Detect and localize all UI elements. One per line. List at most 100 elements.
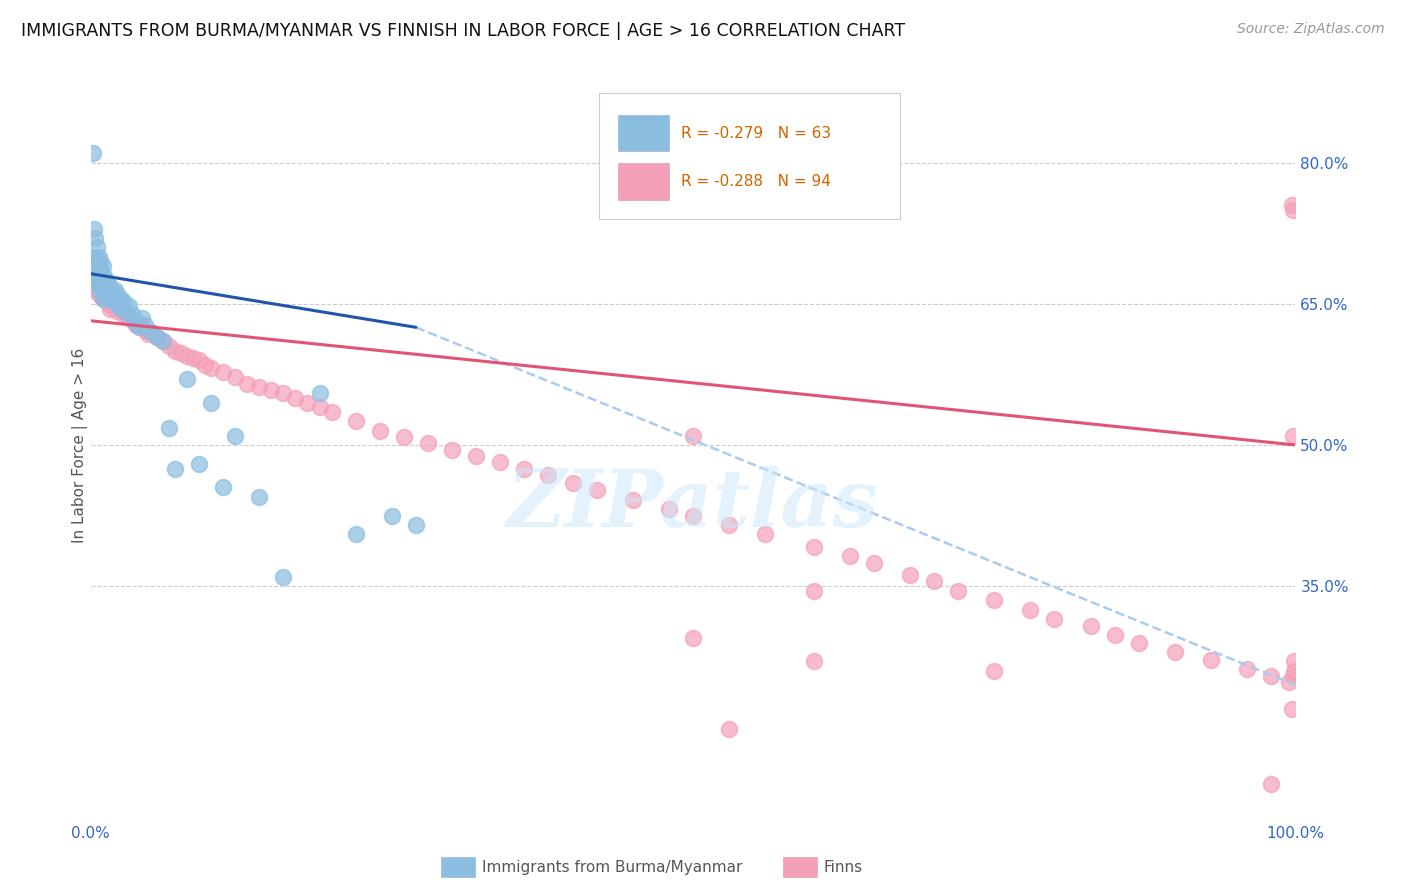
Text: Source: ZipAtlas.com: Source: ZipAtlas.com [1237,22,1385,37]
Point [134,318,156,332]
Point [838,549,860,563]
Point [1128,635,1150,649]
Point [86,268,108,283]
Point [188,353,211,368]
Text: R = -0.288   N = 94: R = -0.288 N = 94 [681,174,831,189]
Point [104,283,127,297]
Point [83,268,105,283]
Point [111,301,134,316]
Point [718,723,741,737]
Point [273,386,295,401]
Text: ZIPatlas: ZIPatlas [508,467,879,544]
Point [803,583,825,598]
Point [163,461,186,475]
Point [392,430,415,444]
Point [157,339,180,353]
Point [91,259,114,273]
Point [212,480,235,494]
Point [152,334,174,349]
Point [94,287,117,301]
Point [91,292,114,306]
Point [465,450,488,464]
Point [98,280,121,294]
Point [128,320,150,334]
Point [90,264,112,278]
Point [200,360,222,375]
Point [87,273,110,287]
Point [1281,701,1303,715]
Point [138,326,160,341]
Point [104,297,127,311]
Point [89,283,111,297]
Point [110,292,132,306]
Point [585,483,607,498]
Y-axis label: In Labor Force | Age > 16: In Labor Force | Age > 16 [72,347,87,542]
Point [146,330,169,344]
Point [115,306,138,320]
Point [90,277,112,292]
Point [89,268,111,283]
Point [224,428,246,442]
Point [489,455,512,469]
Text: Finns: Finns [824,860,863,874]
Point [658,502,681,516]
Point [87,254,110,268]
Point [1260,668,1282,682]
Point [682,508,704,523]
FancyBboxPatch shape [599,93,900,219]
Point [1282,428,1305,442]
Point [561,475,583,490]
Point [118,299,141,313]
Point [163,343,186,358]
Point [139,325,162,339]
Point [87,277,110,292]
Point [97,297,120,311]
Point [368,424,391,438]
Point [93,268,115,283]
Point [134,323,156,337]
Point [86,240,108,254]
Point [115,306,138,320]
Point [1260,777,1282,791]
Point [82,146,104,161]
Point [321,405,343,419]
Point [1282,202,1305,217]
Point [188,457,211,471]
Point [96,292,118,306]
Point [84,283,107,297]
Point [84,250,107,264]
Point [200,395,222,409]
Point [125,316,148,330]
Point [308,401,330,415]
Point [212,365,235,379]
Point [682,428,704,442]
Point [96,276,118,290]
Point [112,294,135,309]
Point [181,351,204,366]
Point [1019,603,1042,617]
Point [803,655,825,669]
Point [922,574,945,589]
Point [91,285,114,300]
Point [87,280,110,294]
Text: IMMIGRANTS FROM BURMA/MYANMAR VS FINNISH IN LABOR FORCE | AGE > 16 CORRELATION C: IMMIGRANTS FROM BURMA/MYANMAR VS FINNISH… [21,22,905,40]
Point [86,276,108,290]
Text: Immigrants from Burma/Myanmar: Immigrants from Burma/Myanmar [482,860,742,874]
Point [1043,612,1066,626]
Point [416,436,439,450]
Point [104,294,127,309]
Point [94,287,117,301]
Point [862,556,884,570]
Point [152,334,174,349]
Point [94,273,117,287]
Point [284,391,307,405]
Point [1080,618,1102,632]
Point [112,308,135,322]
Point [381,508,404,523]
Point [297,395,319,409]
Point [131,310,153,325]
Point [96,289,118,303]
Point [97,292,120,306]
Point [101,299,124,313]
Point [101,292,124,306]
